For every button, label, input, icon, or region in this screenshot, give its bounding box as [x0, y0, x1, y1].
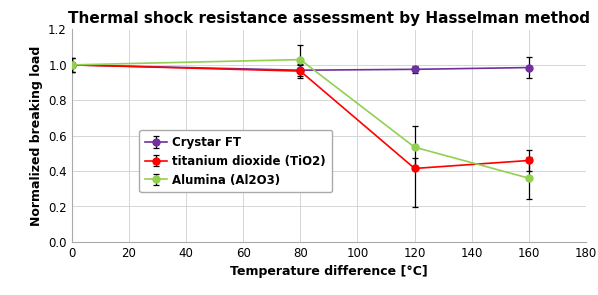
Y-axis label: Normalized breaking load: Normalized breaking load: [29, 45, 42, 226]
Legend: Crystar FT, titanium dioxide (TiO2), Alumina (Al2O3): Crystar FT, titanium dioxide (TiO2), Alu…: [139, 130, 332, 193]
Title: Thermal shock resistance assessment by Hasselman method: Thermal shock resistance assessment by H…: [68, 11, 590, 26]
X-axis label: Temperature difference [°C]: Temperature difference [°C]: [230, 265, 428, 278]
